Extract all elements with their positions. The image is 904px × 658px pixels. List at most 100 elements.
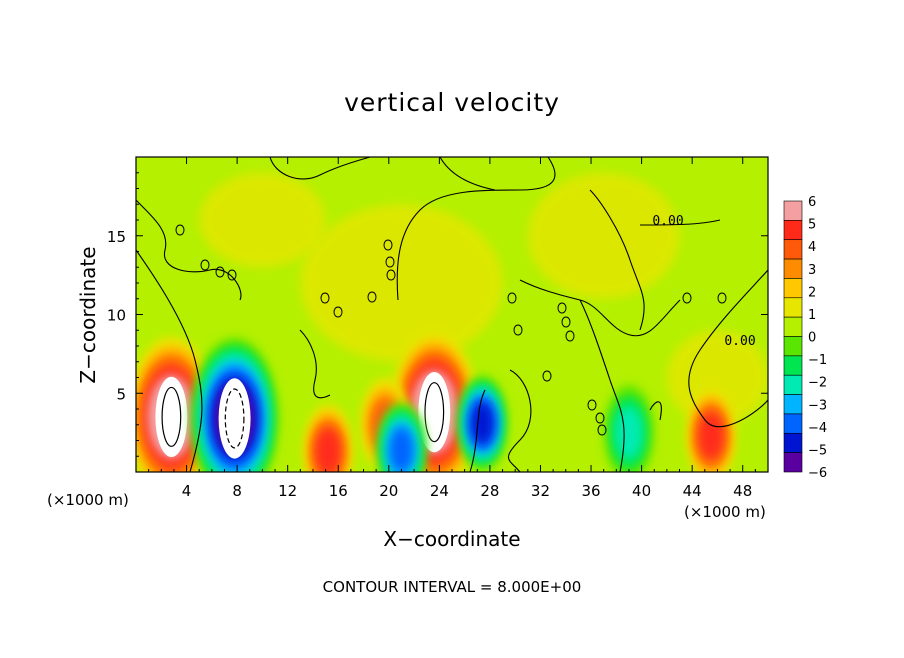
feature-contour (224, 388, 245, 449)
x-tick-label: 36 (581, 482, 600, 500)
zero-contour-line (136, 199, 242, 301)
colorbar: 6 5 4 3 2 1 0 −1 −2 −3 −4 −5 −6 (783, 195, 827, 481)
contour-loop (717, 292, 727, 304)
colorbar-swatch (783, 336, 803, 357)
x-tick-label: 24 (430, 482, 449, 500)
colorbar-tick-label: −2 (808, 376, 827, 391)
feature-downdraft (457, 375, 507, 471)
feature-core (418, 371, 451, 453)
colorbar-swatch (783, 355, 803, 376)
contour-loop (565, 330, 575, 342)
velocity-field (136, 157, 768, 472)
chart-title: vertical velocity (344, 88, 560, 117)
zero-contour-line (579, 299, 625, 472)
colorbar-tick-label: −3 (808, 398, 827, 413)
contour-lines: 0.00 0.00 (136, 157, 768, 472)
contour-loop (682, 292, 692, 304)
feature-contour (161, 386, 182, 447)
feature-updraft (303, 404, 353, 472)
field-haze (300, 204, 503, 362)
contour-loop (513, 324, 523, 336)
x-tick-label: 32 (531, 482, 550, 500)
feature-core (155, 376, 188, 458)
contour-loop (320, 292, 330, 304)
zero-contour-line (439, 157, 496, 191)
contour-label: 0.00 (724, 334, 755, 349)
contour-loop (597, 424, 607, 436)
contour-loop (367, 291, 377, 303)
colorbar-swatch (783, 220, 803, 241)
x-unit-left: (×1000 m) (47, 491, 129, 509)
zero-contour-line (688, 269, 768, 428)
colorbar-tick-label: 6 (808, 195, 816, 210)
contour-loop (557, 302, 567, 314)
x-tick-label: 4 (182, 482, 192, 500)
colorbar-swatch (783, 278, 803, 299)
colorbar-swatch (783, 394, 803, 415)
colorbar-tick-label: 1 (808, 308, 816, 323)
contour-loop (595, 412, 605, 424)
field-haze (199, 172, 326, 268)
contour-loop (333, 306, 343, 318)
y-tick-label: 15 (107, 228, 126, 246)
feature-core (218, 378, 251, 459)
colorbar-tick-label: −4 (808, 421, 827, 436)
contour-loop (215, 266, 225, 278)
zero-contour-line (649, 401, 662, 421)
x-tick-label: 12 (278, 482, 297, 500)
y-tick-label: 5 (116, 385, 126, 403)
zero-contour-line (299, 329, 331, 399)
colorbar-swatch (783, 413, 803, 434)
contour-loop (507, 292, 517, 304)
zero-contour-line (396, 157, 556, 301)
feature-downdraft (190, 338, 279, 472)
colorbar-tick-label: 4 (808, 240, 816, 255)
colorbar-tick-label: 2 (808, 285, 816, 300)
colorbar-swatch (783, 452, 803, 473)
colorbar-tick-label: 3 (808, 263, 816, 278)
feature-updraft (686, 388, 736, 472)
contour-loop (587, 399, 597, 411)
colorbar-swatch (783, 297, 803, 318)
field-haze (527, 172, 680, 299)
colorbar-tick-label: −6 (808, 466, 827, 481)
feature-contour (424, 382, 445, 443)
x-tick-label: 48 (733, 482, 752, 500)
contour-label: 0.00 (652, 214, 683, 229)
contour-loop (227, 269, 237, 281)
contour-loop (561, 316, 571, 328)
colorbar-swatch (783, 258, 803, 279)
zero-contour-line (469, 389, 486, 472)
contour-loop (383, 239, 393, 251)
colorbar-swatch (783, 200, 803, 221)
x-unit-right: (×1000 m) (684, 503, 766, 521)
contour-loop (385, 256, 395, 268)
x-tick-label: 44 (683, 482, 702, 500)
colorbar-swatch (783, 239, 803, 260)
feature-band (615, 406, 643, 459)
feature-downdraft (376, 402, 427, 472)
x-tick-label: 16 (329, 482, 348, 500)
y-axis-label: Z−coordinate (76, 246, 100, 384)
contour-loop (386, 269, 396, 281)
feature-band (316, 429, 340, 472)
zero-contour-line (136, 249, 203, 472)
colorbar-swatch (783, 316, 803, 337)
colorbar-tick-label: 0 (808, 331, 816, 346)
field-haze (666, 330, 768, 425)
colorbar-tick-label: 5 (808, 218, 816, 233)
feature-band (471, 402, 494, 445)
x-tick-label: 28 (480, 482, 499, 500)
feature-band (389, 427, 413, 472)
contour-interval-note: CONTOUR INTERVAL = 8.000E+00 (322, 578, 582, 596)
x-tick-label: 40 (632, 482, 651, 500)
colorbar-tick-label: −5 (808, 443, 827, 458)
zero-contour-line (269, 157, 371, 180)
feature-downdraft (604, 385, 654, 472)
zero-contour-line (519, 279, 681, 337)
contour-loop (175, 224, 185, 236)
colorbar-swatch (783, 432, 803, 453)
